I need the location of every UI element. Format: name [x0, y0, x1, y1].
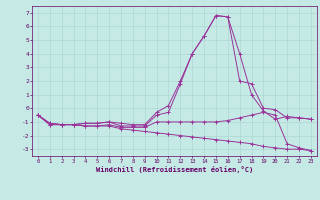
X-axis label: Windchill (Refroidissement éolien,°C): Windchill (Refroidissement éolien,°C): [96, 166, 253, 173]
